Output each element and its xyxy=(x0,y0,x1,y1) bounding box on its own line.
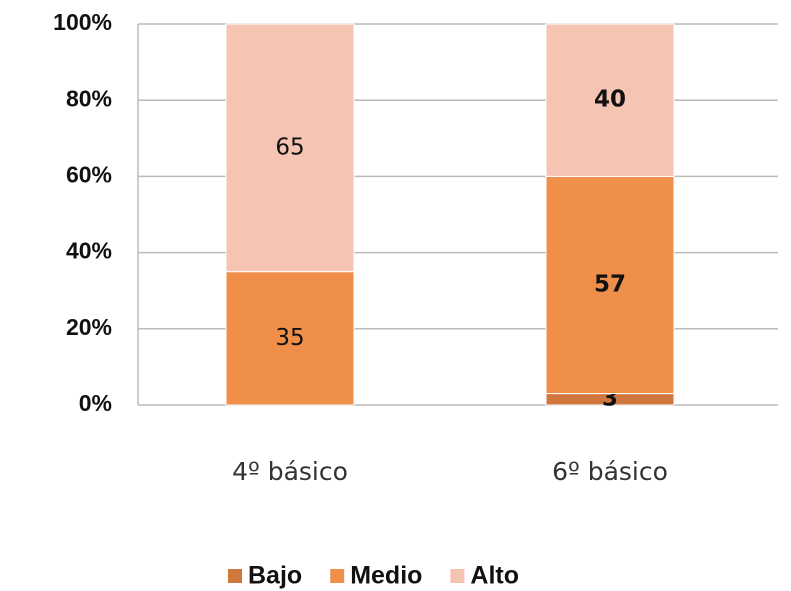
data-label: 57 xyxy=(594,271,626,297)
bar-segment xyxy=(225,23,355,273)
legend-swatch xyxy=(330,569,345,583)
legend-label: Bajo xyxy=(248,562,302,590)
data-label: 40 xyxy=(594,87,626,113)
bar-segment xyxy=(545,23,675,177)
x-tick-label: 6º básico xyxy=(552,457,668,486)
y-tick-label: 0% xyxy=(79,390,112,416)
legend-swatch xyxy=(450,569,465,583)
legend-label: Medio xyxy=(350,562,422,590)
y-tick-label: 100% xyxy=(53,9,112,35)
y-tick-label: 40% xyxy=(66,238,112,264)
bar-segment xyxy=(225,271,355,406)
legend-label: Alto xyxy=(470,562,519,590)
y-tick-label: 80% xyxy=(66,85,112,111)
data-label: 35 xyxy=(275,325,304,351)
legend-swatch xyxy=(228,569,242,583)
data-label: 65 xyxy=(275,134,304,160)
y-tick-label: 60% xyxy=(66,161,112,187)
y-tick-label: 20% xyxy=(66,314,112,340)
x-tick-label: 4º básico xyxy=(232,457,348,486)
